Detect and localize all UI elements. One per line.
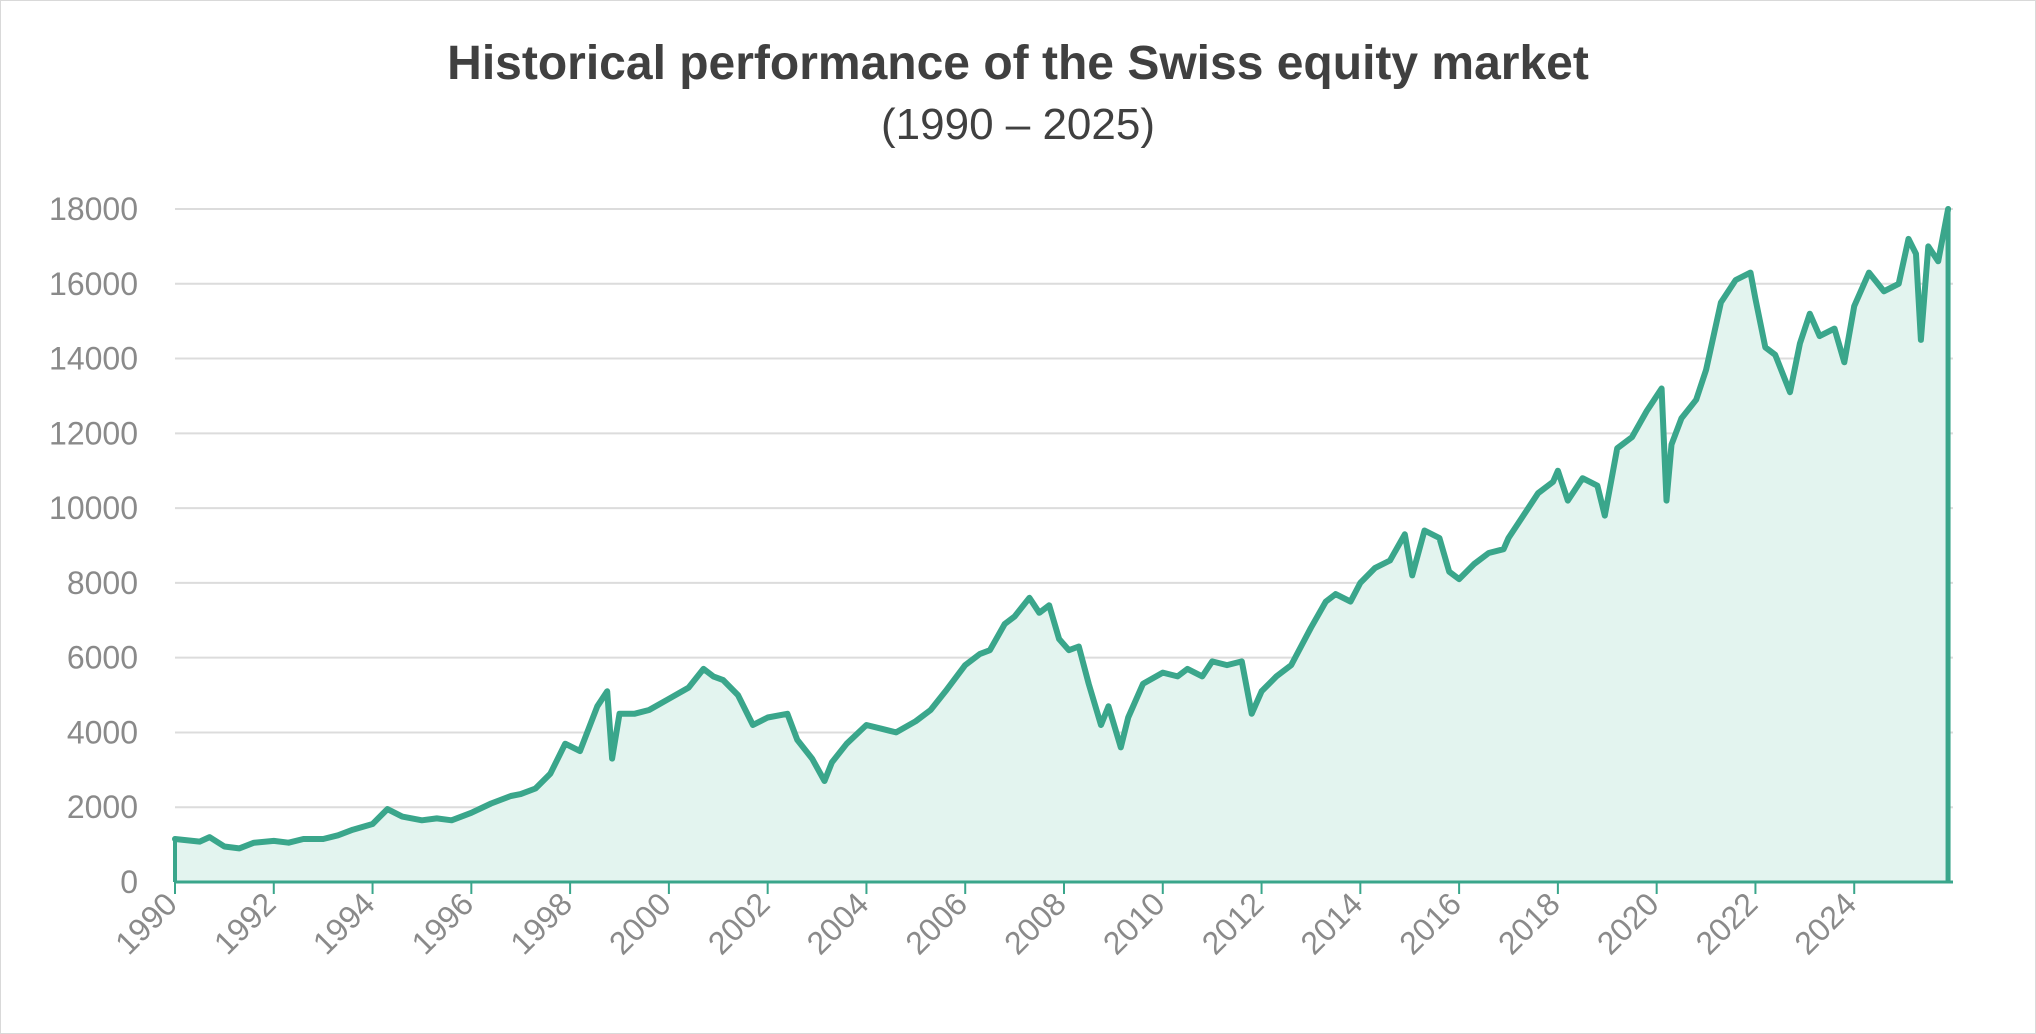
y-tick-label: 0 [120,864,138,900]
x-tick-label: 2020 [1590,885,1666,961]
y-tick-label: 16000 [49,266,138,302]
y-tick-label: 6000 [67,640,138,676]
x-tick-label: 2014 [1293,885,1369,961]
y-tick-label: 18000 [49,191,138,227]
y-tick-label: 12000 [49,415,138,451]
x-tick-label: 2000 [602,885,678,961]
x-tick-label: 2012 [1195,885,1271,961]
x-tick-label: 2006 [898,885,974,961]
y-tick-label: 4000 [67,714,138,750]
chart-subtitle: (1990 – 2025) [881,100,1155,149]
x-tick-labels: 1990 1992 1994 1996 1998 2000 2002 2004 2006 2008… [108,885,1863,961]
x-tick-label: 1998 [503,885,579,961]
x-tick-label: 2010 [1096,885,1172,961]
y-axis: 0 2000 4000 6000 8000 10000 12000 14000 16000 180… [49,191,138,900]
y-tick-label: 2000 [67,789,138,825]
y-tick-label: 8000 [67,565,138,601]
x-tick-label: 1996 [404,885,480,961]
x-tick-label: 1994 [306,885,382,961]
x-tick-label: 2024 [1787,885,1863,961]
y-tick-label: 14000 [49,341,138,377]
series-area-fill [175,209,1949,882]
x-tick-label: 1992 [207,885,283,961]
series-line [172,206,1952,852]
y-tick-label: 10000 [49,490,138,526]
x-tick-label: 2016 [1392,885,1468,961]
x-tick-label: 2022 [1689,885,1765,961]
x-axis [174,880,1953,894]
x-tick-label: 2002 [701,885,777,961]
series-area [172,206,1952,882]
x-tick-label: 2008 [997,885,1073,961]
chart-title: Historical performance of the Swiss equi… [447,37,1589,90]
x-tick-label: 2018 [1491,885,1567,961]
x-tick-label: 2004 [800,885,876,961]
